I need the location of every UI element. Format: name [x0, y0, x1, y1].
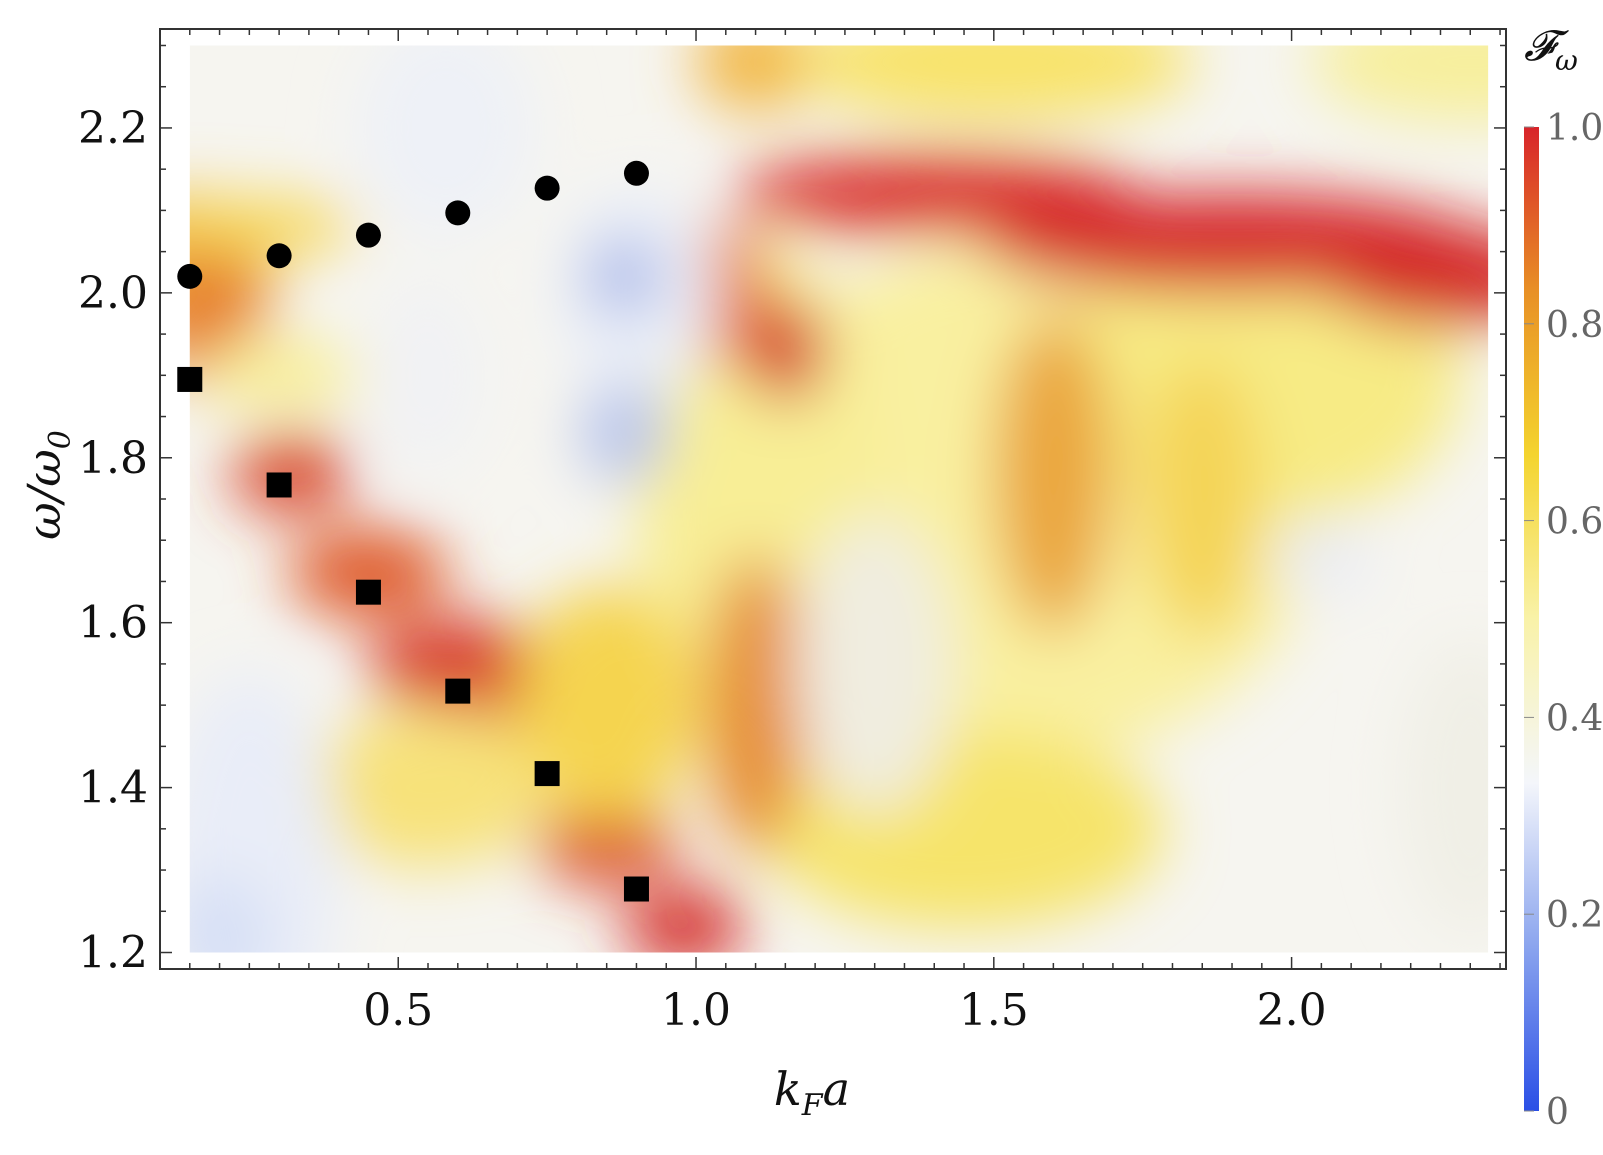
- y-tick-label: 1.2: [78, 928, 148, 979]
- colorbar: [1524, 127, 1539, 1111]
- colorbar-tick-label: 0.4: [1546, 698, 1603, 739]
- heatmap-blob: [584, 236, 665, 317]
- y-tick-label: 2.0: [78, 268, 148, 319]
- heatmap-blob: [794, 513, 955, 814]
- square-marker: [355, 579, 381, 605]
- x-tick-labels: 0.5 1.0 1.5 2.0: [363, 985, 1326, 1036]
- y-tick-label: 1.4: [78, 763, 148, 814]
- colorbar-tick-label: 0.2: [1546, 895, 1603, 936]
- square-marker: [266, 472, 292, 498]
- square-marker: [177, 366, 203, 392]
- heatmap-blob: [993, 314, 1114, 635]
- x-axis-label: kFa: [774, 1062, 850, 1123]
- axis-ticks: [159, 29, 1506, 969]
- colorbar-tick-label: 0.8: [1546, 305, 1603, 346]
- colorbar-title: 𝓕ω: [1524, 21, 1578, 77]
- heatmap-blob: [624, 887, 745, 953]
- heatmap-blob: [793, 45, 1194, 122]
- circle-marker: [534, 175, 560, 201]
- heatmap-blob: [705, 555, 806, 856]
- y-tick-labels: 1.2 1.4 1.6 1.8 2.0 2.2: [78, 103, 148, 979]
- x-tick-label: 1.5: [959, 985, 1029, 1036]
- heatmap-blob: [189, 876, 270, 953]
- y-tick-label: 1.8: [78, 433, 148, 484]
- heatmap-blob: [1310, 45, 1489, 122]
- heatmap-blob: [288, 528, 449, 619]
- square-marker: [534, 761, 560, 787]
- y-tick-label: 2.2: [78, 103, 148, 154]
- circle-marker: [266, 243, 292, 269]
- heatmap-blob: [199, 335, 360, 416]
- heatmap-blob: [1400, 637, 1489, 938]
- heatmap-blob: [536, 805, 677, 886]
- colorbar-tick-label: 1.0: [1546, 108, 1603, 149]
- heatmap-blob: [745, 300, 826, 401]
- heatmap-blob: [1271, 516, 1372, 597]
- heatmap-blob: [367, 618, 548, 709]
- heatmap-field: [189, 45, 1489, 953]
- x-tick-label: 2.0: [1257, 985, 1327, 1036]
- heatmap-blob: [1320, 226, 1489, 327]
- colorbar-tick-label: 0: [1546, 1092, 1569, 1133]
- circle-marker: [177, 263, 203, 289]
- circle-marker: [623, 160, 649, 186]
- heatmap-blob: [579, 383, 670, 484]
- data-markers: [177, 160, 649, 902]
- square-marker: [445, 678, 471, 704]
- heatmap-blob: [308, 707, 549, 868]
- heatmap-blob: [189, 196, 360, 257]
- square-marker: [623, 876, 649, 902]
- y-tick-label: 1.6: [78, 598, 148, 649]
- colorbar-tick-labels: 0 0.2 0.4 0.6 0.8 1.0: [1524, 108, 1603, 1133]
- heatmap-blob: [516, 585, 697, 826]
- heatmap-blob: [355, 45, 536, 238]
- circle-marker: [445, 200, 471, 226]
- circle-marker: [355, 222, 381, 248]
- heatmap-blob: [368, 275, 489, 476]
- x-tick-label: 0.5: [363, 985, 433, 1036]
- colorbar-tick-label: 0.6: [1546, 502, 1603, 543]
- heatmap-blob: [189, 670, 340, 953]
- heatmap-blob: [1142, 359, 1263, 639]
- heatmap-blob: [695, 45, 816, 112]
- x-tick-label: 1.0: [661, 985, 731, 1036]
- y-axis-label: ω/ω0: [17, 430, 78, 540]
